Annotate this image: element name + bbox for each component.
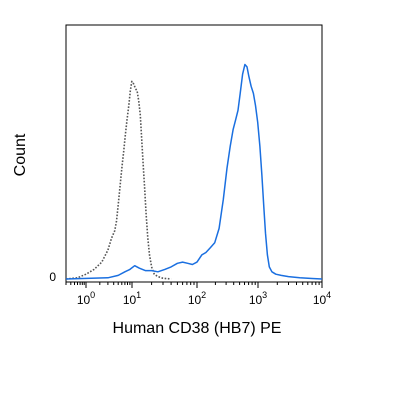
control-histogram-line: [65, 80, 172, 280]
plot-area: [65, 24, 323, 283]
stained-histogram-line: [65, 63, 323, 280]
y-axis-zero-label: 0: [49, 270, 56, 284]
x-tick-label: 102: [188, 290, 206, 307]
series-layer: [65, 63, 323, 280]
x-tick-label-base: 10: [123, 293, 137, 307]
x-axis-ticks: [65, 282, 323, 288]
x-tick-label-exponent: 4: [326, 290, 331, 300]
x-tick-label-base: 10: [188, 293, 202, 307]
x-axis-label: Human CD38 (HB7) PE: [113, 320, 282, 337]
x-tick-label-exponent: 0: [90, 290, 95, 300]
x-tick-label-exponent: 2: [201, 290, 206, 300]
x-tick-label-base: 10: [249, 293, 263, 307]
x-tick-label: 100: [77, 290, 95, 307]
x-tick-label: 104: [313, 290, 331, 307]
x-tick-label-base: 10: [313, 293, 327, 307]
y-axis-label: Count: [12, 133, 29, 176]
x-tick-label-exponent: 1: [136, 290, 141, 300]
x-axis-tick-labels: 100 101 102 103 104: [77, 290, 331, 307]
x-tick-label: 101: [123, 290, 141, 307]
x-tick-label-base: 10: [77, 293, 91, 307]
x-tick-label: 103: [249, 290, 267, 307]
x-tick-label-exponent: 3: [262, 290, 267, 300]
plot-frame: [65, 24, 323, 283]
